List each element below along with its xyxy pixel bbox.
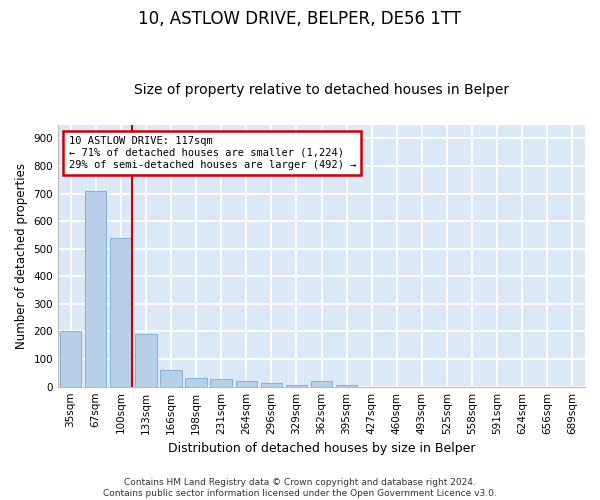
- Bar: [135, 334, 157, 386]
- Y-axis label: Number of detached properties: Number of detached properties: [15, 162, 28, 348]
- Text: Contains HM Land Registry data © Crown copyright and database right 2024.
Contai: Contains HM Land Registry data © Crown c…: [103, 478, 497, 498]
- Bar: [160, 370, 182, 386]
- Bar: [260, 382, 282, 386]
- Text: 10 ASTLOW DRIVE: 117sqm
← 71% of detached houses are smaller (1,224)
29% of semi: 10 ASTLOW DRIVE: 117sqm ← 71% of detache…: [68, 136, 356, 170]
- Bar: [311, 381, 332, 386]
- Text: 10, ASTLOW DRIVE, BELPER, DE56 1TT: 10, ASTLOW DRIVE, BELPER, DE56 1TT: [139, 10, 461, 28]
- X-axis label: Distribution of detached houses by size in Belper: Distribution of detached houses by size …: [168, 442, 475, 455]
- Bar: [211, 379, 232, 386]
- Bar: [110, 238, 131, 386]
- Bar: [85, 191, 106, 386]
- Title: Size of property relative to detached houses in Belper: Size of property relative to detached ho…: [134, 83, 509, 97]
- Bar: [185, 378, 207, 386]
- Bar: [236, 381, 257, 386]
- Bar: [60, 332, 81, 386]
